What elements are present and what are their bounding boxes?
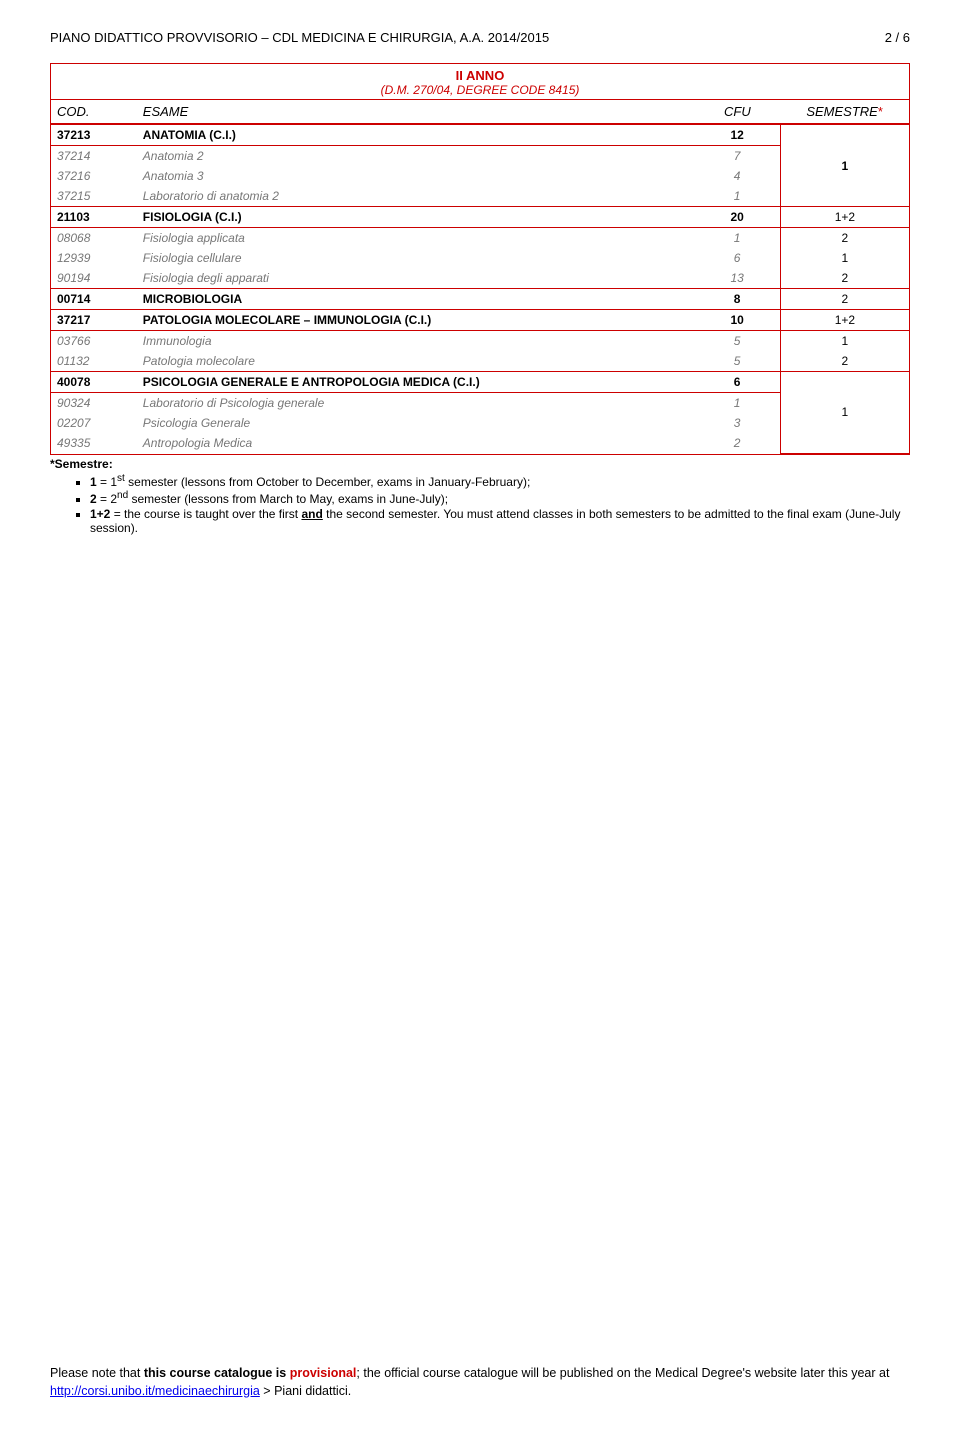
list-item: 2 = 2nd semester (lessons from March to …	[90, 490, 910, 506]
page-number: 2 / 6	[885, 30, 910, 45]
notes-list: 1 = 1st semester (lessons from October t…	[90, 473, 910, 535]
table-row: 08068 Fisiologia applicata 1 2	[51, 228, 909, 249]
doc-title: PIANO DIDATTICO PROVVISORIO – CDL MEDICI…	[50, 30, 549, 45]
notes-label: *Semestre:	[50, 457, 113, 471]
list-item: 1+2 = the course is taught over the firs…	[90, 507, 910, 535]
col-name: ESAME	[137, 100, 695, 123]
year-block: II ANNO (D.M. 270/04, DEGREE CODE 8415) …	[50, 63, 910, 455]
table-row: 01132 Patologia molecolare 5 2	[51, 351, 909, 372]
table-row: 40078 PSICOLOGIA GENERALE E ANTROPOLOGIA…	[51, 372, 909, 393]
table-row: 03766 Immunologia 5 1	[51, 331, 909, 352]
table-row: 21103 FISIOLOGIA (C.I.) 20 1+2	[51, 207, 909, 228]
year-subtitle: (D.M. 270/04, DEGREE CODE 8415)	[51, 83, 909, 100]
table-row: 37213 ANATOMIA (C.I.) 12 1	[51, 125, 909, 146]
table-row: 37217 PATOLOGIA MOLECOLARE – IMMUNOLOGIA…	[51, 310, 909, 331]
col-sem: SEMESTRE*	[780, 100, 909, 123]
course-table: 37213 ANATOMIA (C.I.) 12 1 37214 Anatomi…	[51, 124, 909, 454]
page-footer: Please note that this course catalogue i…	[50, 1365, 910, 1400]
table-header: COD. ESAME CFU SEMESTRE*	[51, 100, 909, 124]
col-cfu: CFU	[694, 100, 780, 123]
table-row: 00714 MICROBIOLOGIA 8 2	[51, 289, 909, 310]
semestre-notes: *Semestre: 1 = 1st semester (lessons fro…	[50, 457, 910, 535]
list-item: 1 = 1st semester (lessons from October t…	[90, 473, 910, 489]
col-code: COD.	[51, 100, 137, 123]
year-title: II ANNO	[51, 64, 909, 83]
table-row: 90194 Fisiologia degli apparati 13 2	[51, 268, 909, 289]
table-row: 12939 Fisiologia cellulare 6 1	[51, 248, 909, 268]
catalogue-link[interactable]: http://corsi.unibo.it/medicinaechirurgia	[50, 1384, 260, 1398]
page-header: PIANO DIDATTICO PROVVISORIO – CDL MEDICI…	[50, 30, 910, 45]
